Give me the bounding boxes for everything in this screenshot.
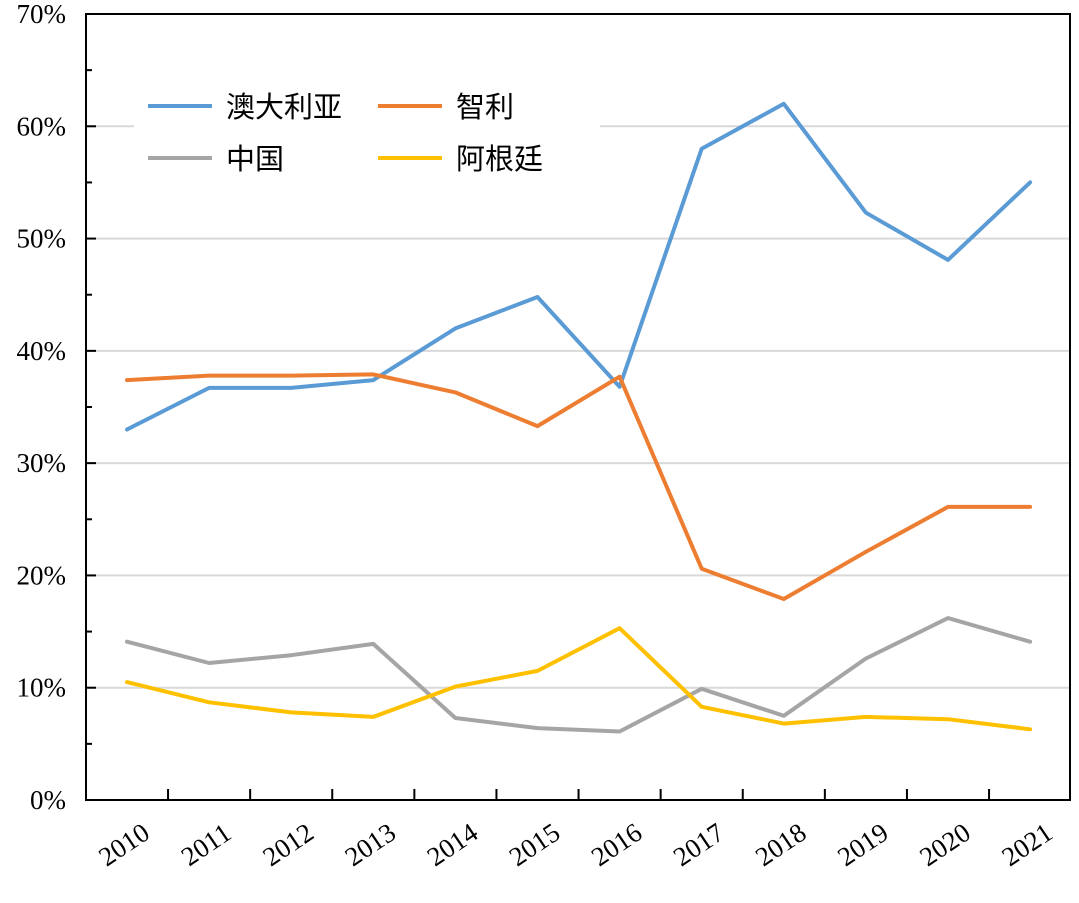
x-tick-label: 2015 — [504, 817, 566, 872]
series-lines — [125, 101, 1033, 734]
y-tick-label: 70% — [17, 0, 67, 29]
legend-background — [134, 80, 600, 188]
gridlines — [86, 125, 1070, 689]
x-tick-labels: 2010 2011 2012 2013 2014 2015 2016 2017 2018 2019… — [93, 817, 1058, 872]
x-tick-label: 2016 — [586, 817, 648, 872]
y-tick-label: 20% — [17, 560, 67, 590]
y-tick-labels: 0% 10% 20% 30% 40% 50% 60% 70% — [17, 0, 67, 815]
x-tick-label: 2019 — [832, 817, 894, 872]
series-line — [125, 626, 1033, 732]
x-tick-label: 2020 — [914, 817, 976, 872]
x-tick-label: 2014 — [422, 817, 484, 872]
series-line — [125, 101, 1033, 432]
x-tick-label: 2017 — [668, 817, 730, 872]
series-line — [125, 372, 1033, 601]
legend-label: 智利 — [456, 90, 514, 124]
y-tick-label: 40% — [17, 336, 67, 366]
x-tick-label: 2011 — [176, 817, 237, 872]
axes — [85, 13, 1071, 801]
x-tick-label: 2013 — [339, 817, 401, 872]
y-tick-label: 0% — [30, 785, 66, 815]
y-tick-label: 10% — [17, 673, 67, 703]
y-tick-label: 50% — [17, 224, 67, 254]
x-tick-label: 2012 — [257, 817, 319, 872]
y-tick-label: 60% — [17, 111, 67, 141]
x-tick-label: 2018 — [750, 817, 812, 872]
legend-label: 中国 — [226, 142, 284, 176]
x-tick-label: 2021 — [996, 817, 1058, 872]
legend-label: 阿根廷 — [456, 142, 543, 176]
series-line — [125, 616, 1033, 734]
legend-label: 澳大利亚 — [226, 90, 342, 124]
x-tick-label: 2010 — [93, 817, 155, 872]
y-tick-label: 30% — [17, 448, 67, 478]
